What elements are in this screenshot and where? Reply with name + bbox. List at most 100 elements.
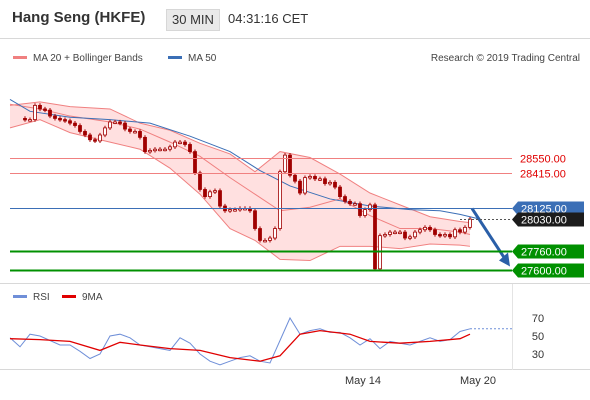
candle-body [63, 119, 67, 122]
candle-body [313, 176, 317, 180]
candle-body [98, 134, 102, 142]
candle-body [348, 200, 352, 205]
rsi-line [9, 316, 471, 366]
candle-body [463, 226, 467, 233]
candle-body [438, 234, 442, 237]
candle-body [368, 204, 372, 211]
candle-body [68, 120, 72, 124]
legend-rsi-ma-swatch [62, 295, 76, 298]
candle-body [28, 119, 32, 122]
candle-body [383, 234, 387, 237]
candle-body [83, 131, 87, 136]
timeframe-badge[interactable]: 30 MIN [166, 9, 220, 31]
rsi-ma-line [9, 329, 471, 362]
candle-body [203, 189, 207, 197]
candle-body [168, 146, 172, 150]
candle-body [293, 174, 297, 182]
x-tick-may14: May 14 [345, 375, 381, 387]
candle-body [108, 121, 112, 129]
ma50-line [9, 99, 481, 220]
candle-body [208, 191, 212, 197]
timestamp: 04:31:16 CET [228, 11, 309, 26]
candle-body [418, 229, 422, 233]
candle-body [73, 122, 77, 126]
candle-body [178, 141, 182, 145]
candle-body [158, 148, 162, 152]
candle-body [173, 141, 177, 148]
forecast-arrow-shaft [470, 207, 508, 262]
level-label-27760-00: 27760.00 [521, 247, 567, 259]
rsi-tick-30: 30 [532, 349, 544, 361]
candle-body [148, 149, 152, 153]
level-tag-28030-00 [512, 212, 584, 227]
candle-body [433, 229, 437, 235]
candle-body [353, 203, 357, 206]
legend-rsi-label: RSI [33, 292, 50, 303]
legend-bb-swatch [13, 56, 27, 59]
candle-body [388, 231, 392, 235]
rsi-tick-70: 70 [532, 313, 544, 325]
candle-body [428, 226, 432, 231]
candle-body [398, 231, 402, 235]
candle-body [448, 234, 452, 238]
level-label-28550-00: 28550.00 [520, 154, 566, 166]
candle-body [78, 125, 82, 132]
candle-body [188, 144, 192, 152]
candle-body [358, 203, 362, 216]
candle-body [308, 176, 312, 179]
candle-body [413, 231, 417, 238]
legend-ma50-swatch [168, 56, 182, 59]
forecast-arrow-head [499, 252, 510, 267]
candle-body [218, 190, 222, 207]
candle-body [278, 171, 282, 229]
bollinger-band-fill [10, 101, 470, 261]
candle-body [183, 141, 187, 145]
candle-body [298, 180, 302, 194]
candle-body [113, 121, 117, 124]
candle-body [393, 231, 397, 235]
candle-body [118, 121, 122, 124]
candle-body [103, 127, 107, 136]
candle-body [233, 209, 237, 212]
candle-body [133, 131, 137, 134]
level-label-28415-00: 28415.00 [520, 169, 566, 181]
candle-body [33, 104, 37, 121]
candle-body [263, 239, 267, 243]
candle-body [288, 154, 292, 176]
candle-body [468, 218, 472, 228]
candle-body [93, 139, 97, 142]
legend-ma50-label: MA 50 [188, 53, 217, 64]
candle-body [138, 131, 142, 138]
candle-body [408, 236, 412, 239]
candle-body [53, 115, 57, 119]
candle-body [423, 226, 427, 231]
candle-body [228, 209, 232, 212]
candle-body [443, 234, 447, 237]
candle-body [48, 109, 52, 117]
candle-body [303, 177, 307, 194]
candle-body [58, 118, 62, 121]
candle-body [163, 148, 167, 152]
x-tick-may20: May 20 [460, 375, 496, 387]
price-plot [9, 99, 510, 271]
rsi-plot: 70 50 30 [9, 313, 544, 366]
watermark: Research © 2019 Trading Central [431, 53, 580, 64]
candle-body [323, 178, 327, 184]
level-label-28030-00: 28030.00 [521, 215, 567, 227]
price-levels: 28550.0028415.0028125.0028030.0027760.00… [10, 154, 584, 278]
candle-body [318, 178, 322, 181]
legend-rsi-swatch [13, 295, 27, 298]
candle-body [403, 231, 407, 239]
candle-body [123, 122, 127, 130]
candle-body [273, 228, 277, 239]
bollinger-mid [9, 103, 471, 235]
bollinger-lower [9, 119, 471, 262]
candle-body [198, 172, 202, 190]
candle-body [333, 181, 337, 188]
candle-body [88, 134, 92, 141]
rsi-tick-50: 50 [532, 331, 544, 343]
chart-header: Hang Seng (HKFE) 30 MIN 04:31:16 CET [0, 0, 590, 38]
candle-body [143, 136, 147, 152]
candle-body [23, 118, 27, 121]
